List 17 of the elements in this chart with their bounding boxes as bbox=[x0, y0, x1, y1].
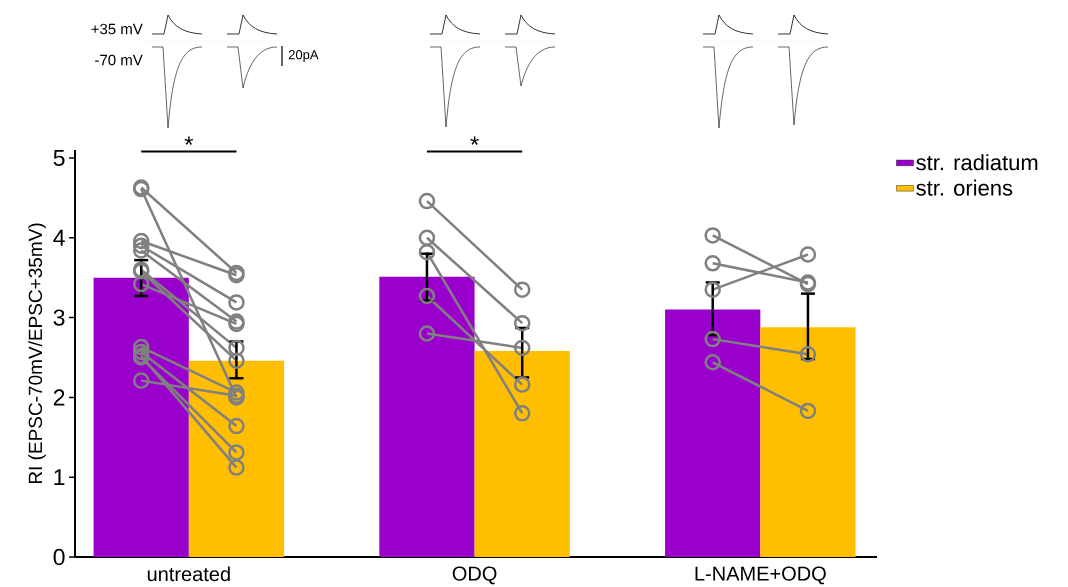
x-tick-label: L-NAME+ODQ bbox=[695, 566, 826, 585]
y-tick-label: 5 bbox=[53, 149, 65, 166]
text: 20pA bbox=[288, 50, 319, 62]
text: +35 mV bbox=[91, 23, 143, 35]
text: * bbox=[470, 136, 479, 145]
text: -70 mV bbox=[95, 54, 143, 66]
legend-label: str. oriens bbox=[916, 179, 1013, 196]
y-axis-title: RI (EPSC-70mV/EPSC+35mV) bbox=[28, 223, 46, 484]
text: * bbox=[184, 136, 194, 145]
x-tick-label: untreated bbox=[147, 566, 230, 582]
y-tick-label: 4 bbox=[53, 229, 65, 246]
x-tick-label: ODQ bbox=[452, 566, 497, 585]
y-tick-label: 0 bbox=[53, 548, 65, 566]
y-tick-label: 1 bbox=[54, 469, 65, 486]
y-tick-label: 2 bbox=[53, 389, 65, 406]
legend-label: str. radiatum bbox=[916, 154, 1038, 171]
y-tick-label: 3 bbox=[53, 309, 65, 326]
